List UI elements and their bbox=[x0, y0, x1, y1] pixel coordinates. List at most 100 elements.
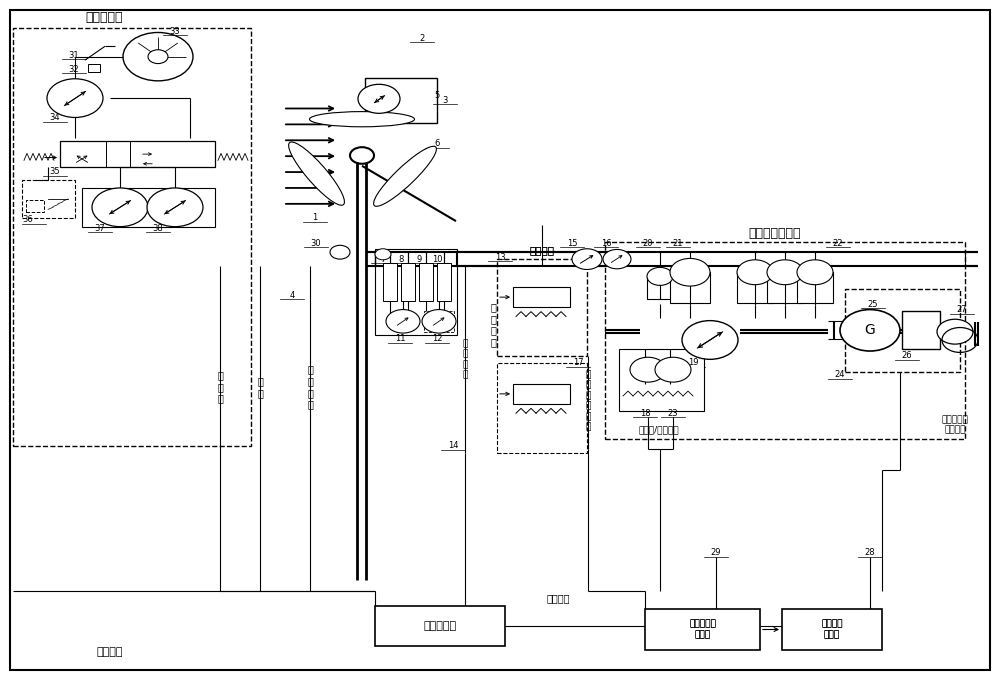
Text: 变桨距系统: 变桨距系统 bbox=[85, 11, 122, 23]
Bar bbox=[513, 287, 570, 307]
Bar bbox=[60, 141, 215, 167]
Text: 11: 11 bbox=[395, 334, 405, 343]
Text: 17: 17 bbox=[573, 358, 583, 368]
Text: 数据分析
处理器: 数据分析 处理器 bbox=[821, 620, 843, 639]
Circle shape bbox=[572, 249, 602, 269]
Circle shape bbox=[797, 260, 833, 285]
Text: 变量马达: 变量马达 bbox=[530, 245, 554, 255]
Text: 4: 4 bbox=[289, 290, 295, 300]
Text: 13: 13 bbox=[495, 252, 505, 262]
Bar bbox=[497, 363, 587, 453]
Bar bbox=[619, 349, 704, 411]
Polygon shape bbox=[670, 290, 710, 303]
Bar bbox=[82, 188, 215, 227]
Polygon shape bbox=[737, 292, 773, 303]
Text: 15: 15 bbox=[567, 238, 577, 248]
Bar bbox=[88, 64, 100, 72]
Text: 35: 35 bbox=[50, 167, 60, 176]
Text: 超短期预测
控制器: 超短期预测 控制器 bbox=[690, 620, 716, 639]
Text: 7: 7 bbox=[380, 254, 386, 264]
Text: 叶
轮
转
矩: 叶 轮 转 矩 bbox=[307, 365, 313, 409]
Text: 超短期预测
控制器: 超短期预测 控制器 bbox=[690, 620, 716, 639]
Text: 3: 3 bbox=[442, 95, 448, 105]
Text: 风
速: 风 速 bbox=[257, 376, 263, 398]
Bar bbox=[902, 311, 940, 349]
Circle shape bbox=[422, 310, 456, 333]
Text: 10: 10 bbox=[432, 254, 442, 264]
Text: 19: 19 bbox=[688, 358, 698, 368]
Circle shape bbox=[47, 79, 103, 117]
Text: 变
量
马
达
转
速: 变 量 马 达 转 速 bbox=[585, 370, 591, 431]
Text: G: G bbox=[865, 323, 875, 337]
Bar bbox=[383, 263, 397, 301]
Text: 变量马达: 变量马达 bbox=[530, 245, 554, 255]
Bar bbox=[797, 272, 833, 303]
Text: 37: 37 bbox=[95, 223, 105, 233]
Polygon shape bbox=[797, 292, 833, 303]
Bar bbox=[26, 200, 44, 212]
Text: 控
制
信
号: 控 制 信 号 bbox=[462, 339, 468, 379]
Bar bbox=[401, 263, 415, 301]
Text: 9: 9 bbox=[416, 254, 422, 264]
Text: 8: 8 bbox=[398, 254, 404, 264]
Text: 6: 6 bbox=[434, 139, 440, 149]
Circle shape bbox=[123, 32, 193, 81]
Text: 数据分析
处理器: 数据分析 处理器 bbox=[821, 620, 843, 639]
Text: 23: 23 bbox=[668, 408, 678, 418]
Circle shape bbox=[937, 319, 973, 344]
Text: 5: 5 bbox=[434, 91, 440, 100]
Circle shape bbox=[840, 310, 900, 351]
Circle shape bbox=[682, 321, 738, 359]
Text: 31: 31 bbox=[69, 50, 79, 60]
Text: 22: 22 bbox=[833, 238, 843, 248]
Bar bbox=[365, 78, 437, 123]
Circle shape bbox=[147, 188, 203, 227]
Text: 21: 21 bbox=[673, 238, 683, 248]
Bar bbox=[22, 180, 75, 218]
Circle shape bbox=[375, 249, 391, 260]
Circle shape bbox=[737, 260, 773, 285]
Text: 24: 24 bbox=[835, 370, 845, 379]
Text: 38: 38 bbox=[153, 223, 163, 233]
Bar bbox=[845, 289, 960, 372]
Text: 26: 26 bbox=[902, 351, 912, 361]
Bar bbox=[375, 606, 505, 646]
Text: 浆
距
角: 浆 距 角 bbox=[217, 370, 223, 404]
Bar bbox=[737, 272, 773, 303]
Bar bbox=[424, 311, 454, 332]
Circle shape bbox=[670, 258, 710, 286]
Circle shape bbox=[630, 357, 666, 382]
Circle shape bbox=[603, 249, 631, 269]
Ellipse shape bbox=[374, 146, 436, 207]
Text: 12: 12 bbox=[432, 334, 442, 343]
Circle shape bbox=[350, 147, 374, 164]
Ellipse shape bbox=[310, 112, 415, 127]
Text: 32: 32 bbox=[69, 64, 79, 74]
Text: 27: 27 bbox=[957, 305, 967, 314]
Text: 控制信号: 控制信号 bbox=[97, 647, 123, 656]
Text: 30: 30 bbox=[311, 238, 321, 248]
Bar bbox=[670, 272, 710, 303]
Text: 16: 16 bbox=[601, 238, 611, 248]
Bar bbox=[782, 609, 882, 650]
Text: 29: 29 bbox=[711, 548, 721, 558]
Bar bbox=[497, 259, 587, 356]
Bar bbox=[419, 263, 433, 301]
Text: 18: 18 bbox=[640, 408, 650, 418]
Bar bbox=[437, 263, 451, 301]
Text: 34: 34 bbox=[50, 113, 60, 122]
Text: 变量泵/马达转速: 变量泵/马达转速 bbox=[639, 425, 679, 435]
Circle shape bbox=[148, 50, 168, 64]
Text: 36: 36 bbox=[22, 215, 33, 225]
Circle shape bbox=[767, 260, 803, 285]
Circle shape bbox=[330, 245, 350, 259]
Text: 1: 1 bbox=[312, 213, 318, 223]
Text: 28: 28 bbox=[865, 548, 875, 558]
Bar bbox=[13, 28, 251, 446]
Circle shape bbox=[358, 84, 400, 113]
Ellipse shape bbox=[289, 142, 344, 205]
Polygon shape bbox=[647, 290, 673, 299]
Bar bbox=[767, 272, 803, 303]
Bar bbox=[647, 276, 673, 299]
Circle shape bbox=[92, 188, 148, 227]
